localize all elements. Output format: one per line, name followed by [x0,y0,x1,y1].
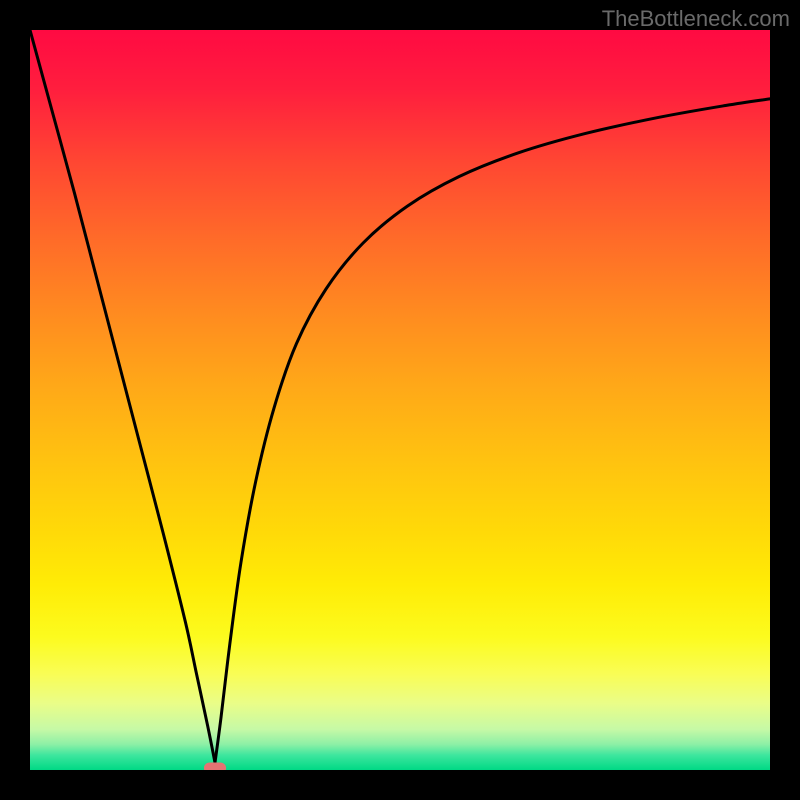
plot-area [30,30,770,770]
watermark-text: TheBottleneck.com [602,6,790,32]
optimum-marker [204,762,226,770]
chart-container: TheBottleneck.com [0,0,800,800]
chart-svg [30,30,770,770]
gradient-background [30,30,770,770]
